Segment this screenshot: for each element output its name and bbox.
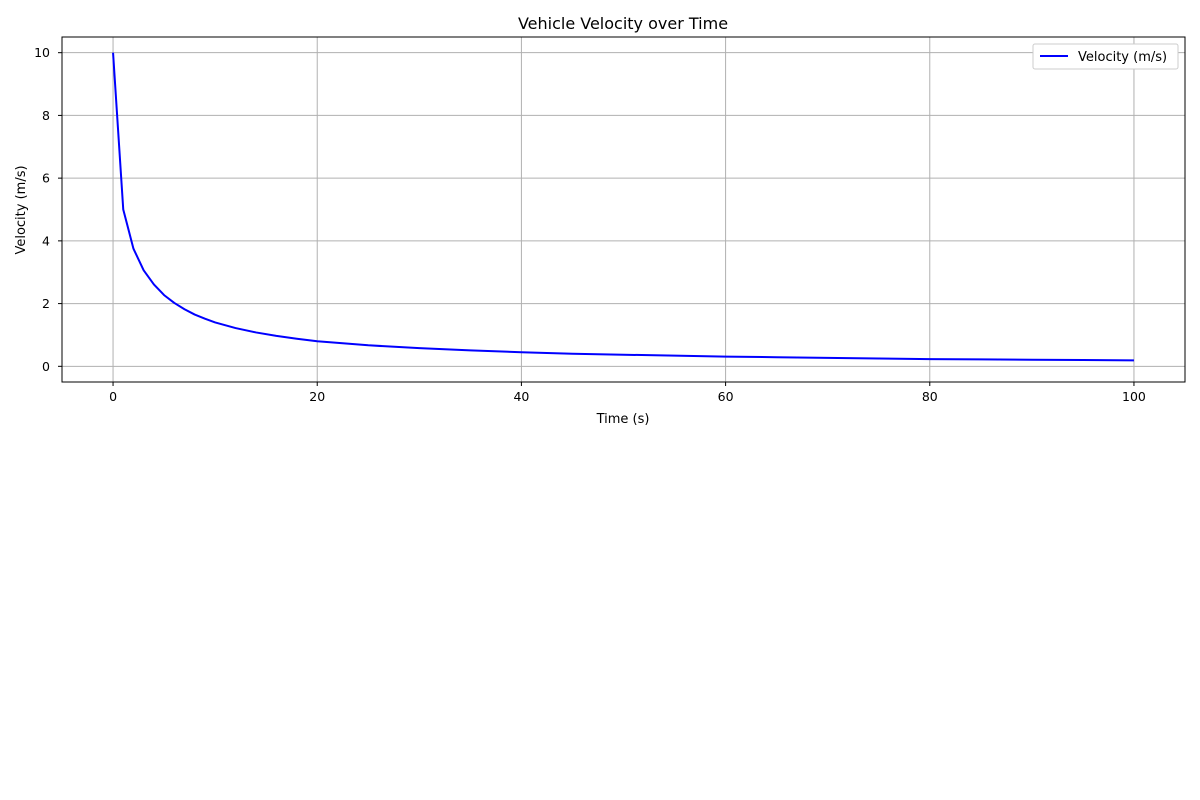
grid <box>62 37 1185 382</box>
y-tick-label: 10 <box>34 45 50 60</box>
x-tick-label: 80 <box>922 389 938 404</box>
x-tick-label: 0 <box>109 389 117 404</box>
chart-title: Vehicle Velocity over Time <box>518 14 728 33</box>
x-tick-label: 100 <box>1122 389 1146 404</box>
legend: Velocity (m/s) <box>1032 43 1179 70</box>
y-axis-label: Velocity (m/s) <box>14 165 29 254</box>
legend-label: Velocity (m/s) <box>1078 50 1167 65</box>
series-line-velocity <box>112 52 1134 362</box>
ticks: 0 20 40 60 80 100 0 2 4 6 8 10 <box>34 45 1146 404</box>
y-tick-label: 4 <box>42 233 50 248</box>
plot-frame <box>61 36 1186 383</box>
y-tick-label: 0 <box>42 359 50 374</box>
series-layer <box>112 52 1134 362</box>
x-tick-label: 20 <box>309 389 325 404</box>
legend-frame <box>1032 43 1179 70</box>
y-tick-label: 2 <box>42 296 50 311</box>
x-tick-label: 60 <box>718 389 734 404</box>
x-tick-label: 40 <box>513 389 529 404</box>
y-tick-label: 8 <box>42 108 50 123</box>
x-axis-label: Time (s) <box>596 412 650 427</box>
y-tick-label: 6 <box>42 171 50 186</box>
